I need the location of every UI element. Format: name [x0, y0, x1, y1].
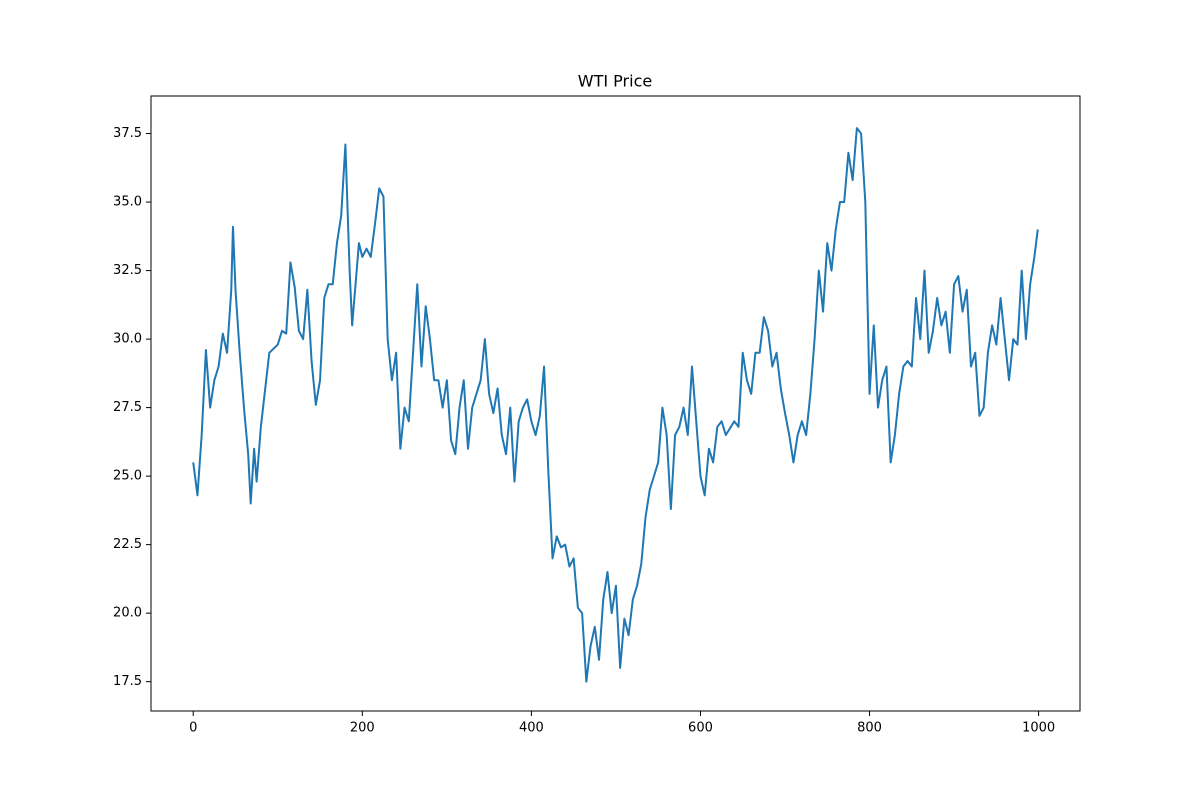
price-line — [192, 127, 1039, 683]
x-tick-label: 0 — [189, 721, 197, 736]
y-tick-label: 35.0 — [113, 195, 142, 210]
y-tick-label: 30.0 — [113, 332, 142, 347]
y-tick-label: 25.0 — [113, 469, 142, 484]
x-tick-label: 800 — [857, 721, 882, 736]
chart-title: WTI Price — [578, 72, 652, 91]
y-tick-label: 27.5 — [113, 400, 142, 415]
y-tick-label: 20.0 — [113, 606, 142, 621]
y-tick-label: 32.5 — [113, 263, 142, 278]
axes-frame — [150, 95, 1081, 712]
x-tick-label: 600 — [688, 721, 713, 736]
x-tick-label: 400 — [519, 721, 544, 736]
x-tick-label: 1000 — [1022, 721, 1055, 736]
y-tick-label: 22.5 — [113, 537, 142, 552]
y-tick-label: 17.5 — [113, 674, 142, 689]
x-tick-label: 200 — [350, 721, 375, 736]
y-tick-label: 37.5 — [113, 126, 142, 141]
